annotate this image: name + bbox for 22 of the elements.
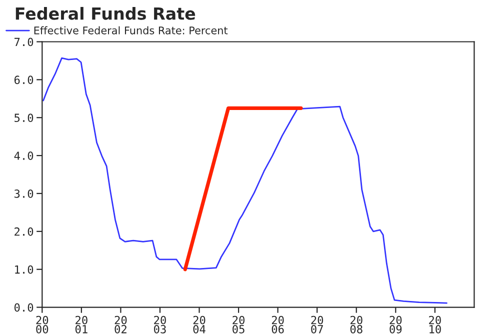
y-tick-label: 1.0 bbox=[15, 265, 34, 274]
x-tick-label: 20 04 bbox=[193, 316, 206, 334]
x-tick-label: 20 07 bbox=[311, 316, 324, 334]
y-tick-label: 2.0 bbox=[14, 227, 34, 236]
x-tick-label: 20 05 bbox=[232, 316, 245, 334]
x-tick-label: 20 02 bbox=[114, 316, 127, 334]
y-tick-label: 7.0 bbox=[14, 38, 34, 46]
x-tick-label: 20 08 bbox=[350, 316, 362, 334]
x-tick-label: 20 00 bbox=[36, 316, 48, 334]
x-tick-label: 20 01 bbox=[75, 316, 88, 334]
chart-title: Federal Funds Rate bbox=[16, 6, 196, 20]
legend-label: Effective Federal Funds Rate: Percent bbox=[34, 26, 228, 34]
y-tick-label: 4.0 bbox=[14, 152, 34, 160]
x-tick-label: 20 06 bbox=[272, 316, 284, 334]
x-tick-label: 20 03 bbox=[154, 316, 166, 334]
x-tick-label: 20 09 bbox=[390, 316, 402, 334]
x-tick-label: 20 10 bbox=[429, 316, 441, 334]
y-tick-label: 6.0 bbox=[14, 76, 34, 84]
y-tick-label: 5.0 bbox=[14, 114, 34, 122]
y-tick-label: 0.0 bbox=[14, 303, 34, 312]
y-tick-label: 3.0 bbox=[14, 189, 34, 198]
line-series bbox=[42, 57, 448, 304]
